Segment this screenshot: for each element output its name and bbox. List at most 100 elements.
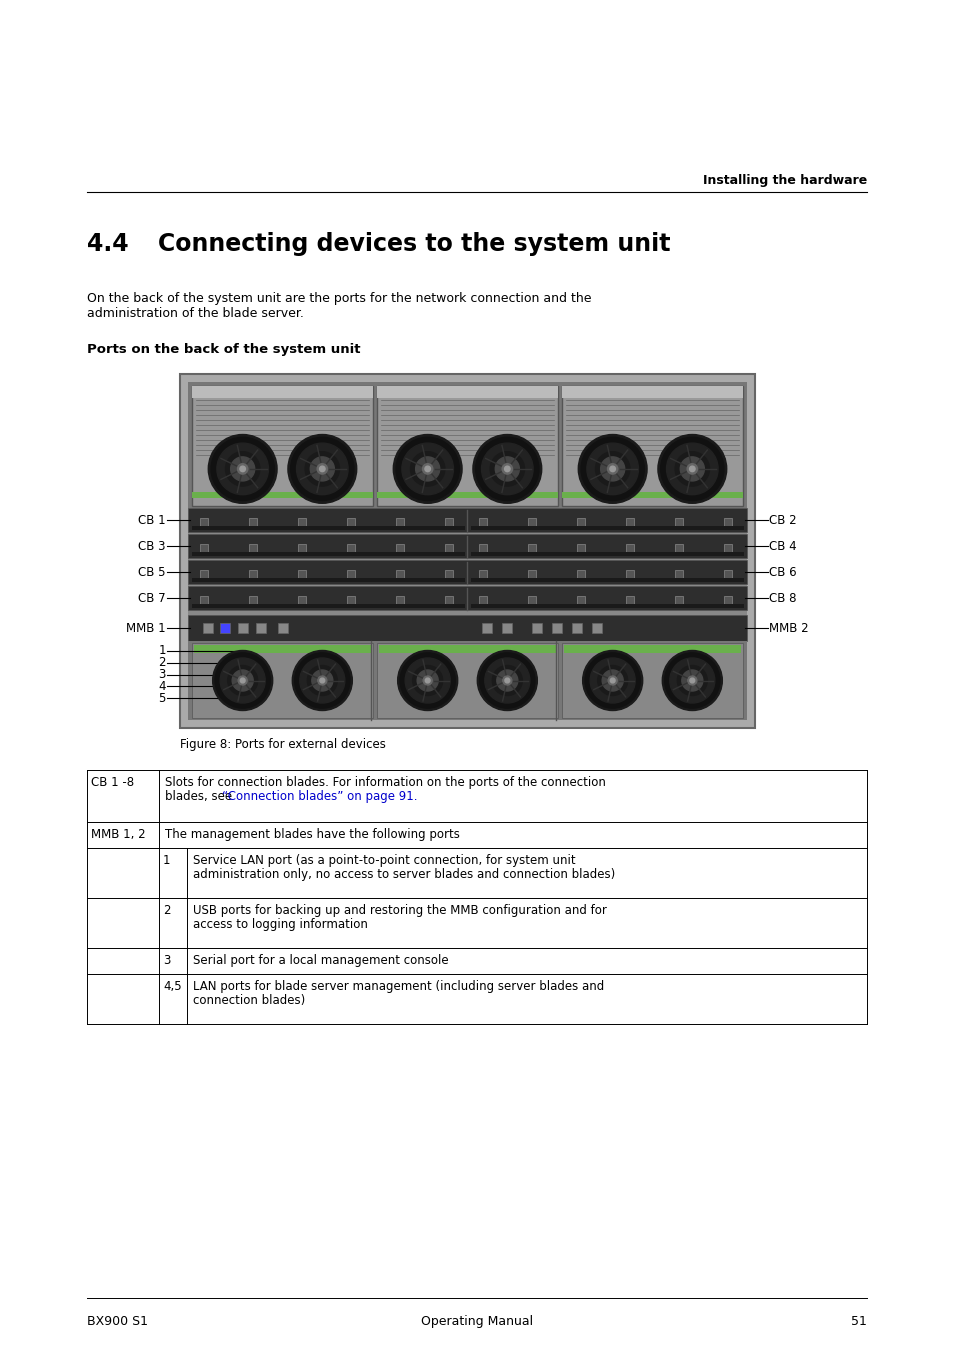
Text: administration only, no access to server blades and connection blades): administration only, no access to server… xyxy=(193,867,615,881)
Bar xyxy=(552,623,562,634)
Circle shape xyxy=(416,457,439,481)
Circle shape xyxy=(610,678,615,682)
Bar xyxy=(532,623,542,634)
Bar xyxy=(734,580,741,582)
Bar xyxy=(675,596,682,604)
Bar xyxy=(528,596,536,604)
Bar xyxy=(528,570,536,578)
Bar xyxy=(376,492,558,499)
Bar xyxy=(347,517,355,526)
Bar xyxy=(734,553,741,557)
Circle shape xyxy=(413,666,442,696)
Bar xyxy=(192,386,373,399)
Bar xyxy=(188,382,746,508)
Circle shape xyxy=(228,666,257,696)
Bar xyxy=(723,517,732,526)
Text: MMB 1: MMB 1 xyxy=(126,621,166,635)
Circle shape xyxy=(504,466,510,471)
Bar xyxy=(200,596,208,604)
Bar xyxy=(479,517,487,526)
Bar xyxy=(200,570,208,578)
Circle shape xyxy=(689,678,694,682)
Bar xyxy=(192,526,464,530)
Bar xyxy=(347,596,355,604)
Bar xyxy=(471,578,743,582)
Circle shape xyxy=(479,653,535,708)
Bar xyxy=(188,615,746,640)
Circle shape xyxy=(597,666,627,696)
Bar xyxy=(249,517,256,526)
Circle shape xyxy=(666,443,718,494)
Text: Service LAN port (as a point-to-point connection, for system unit: Service LAN port (as a point-to-point co… xyxy=(193,854,575,867)
Text: LAN ports for blade server management (including server blades and: LAN ports for blade server management (i… xyxy=(193,979,603,993)
Circle shape xyxy=(216,443,268,494)
Circle shape xyxy=(590,658,635,703)
Bar xyxy=(378,644,556,653)
Bar xyxy=(482,623,492,634)
Bar xyxy=(626,544,634,553)
Bar xyxy=(220,623,230,634)
Circle shape xyxy=(601,670,622,690)
Bar xyxy=(479,544,487,553)
Bar xyxy=(395,570,403,578)
Bar xyxy=(188,508,746,532)
Text: Ports on the back of the system unit: Ports on the back of the system unit xyxy=(87,343,360,357)
Bar xyxy=(192,386,373,507)
Bar xyxy=(572,623,582,634)
Circle shape xyxy=(497,670,517,690)
Circle shape xyxy=(305,451,339,486)
Text: 2: 2 xyxy=(163,904,171,917)
Text: CB 8: CB 8 xyxy=(768,592,796,604)
Bar xyxy=(734,527,741,530)
Circle shape xyxy=(502,676,512,685)
Circle shape xyxy=(208,435,276,504)
Bar xyxy=(528,517,536,526)
Bar xyxy=(347,570,355,578)
Circle shape xyxy=(291,438,354,500)
Bar xyxy=(561,386,742,507)
Bar xyxy=(395,544,403,553)
Text: The management blades have the following ports: The management blades have the following… xyxy=(165,828,459,842)
Bar xyxy=(395,596,403,604)
Bar xyxy=(188,561,746,584)
Bar xyxy=(563,644,740,653)
Circle shape xyxy=(316,463,327,474)
Bar xyxy=(249,570,256,578)
Circle shape xyxy=(484,658,529,703)
Circle shape xyxy=(600,457,624,481)
Bar xyxy=(297,544,306,553)
Bar xyxy=(675,517,682,526)
Circle shape xyxy=(679,457,703,481)
Bar xyxy=(723,544,732,553)
Text: Serial port for a local management console: Serial port for a local management conso… xyxy=(193,954,448,967)
Bar xyxy=(444,544,453,553)
Bar xyxy=(188,382,746,720)
Bar xyxy=(479,570,487,578)
Bar xyxy=(192,553,464,557)
Circle shape xyxy=(288,435,356,504)
Bar xyxy=(347,544,355,553)
Circle shape xyxy=(584,653,639,708)
Text: CB 4: CB 4 xyxy=(768,539,796,553)
Circle shape xyxy=(422,463,433,474)
Bar xyxy=(203,623,213,634)
Text: Installing the hardware: Installing the hardware xyxy=(702,174,866,186)
Circle shape xyxy=(492,666,522,696)
Circle shape xyxy=(586,443,638,494)
Circle shape xyxy=(495,457,518,481)
Circle shape xyxy=(608,676,617,685)
Circle shape xyxy=(687,676,696,685)
Circle shape xyxy=(237,463,248,474)
Circle shape xyxy=(677,666,706,696)
Circle shape xyxy=(240,678,245,682)
Circle shape xyxy=(578,435,646,504)
Text: 51: 51 xyxy=(850,1315,866,1328)
Circle shape xyxy=(401,443,453,494)
Circle shape xyxy=(319,466,325,471)
Circle shape xyxy=(607,463,618,474)
Text: MMB 2: MMB 2 xyxy=(768,621,808,635)
Bar xyxy=(376,386,558,507)
Circle shape xyxy=(395,438,458,500)
Text: Slots for connection blades. For information on the ports of the connection: Slots for connection blades. For informa… xyxy=(165,775,605,789)
Bar xyxy=(455,527,462,530)
